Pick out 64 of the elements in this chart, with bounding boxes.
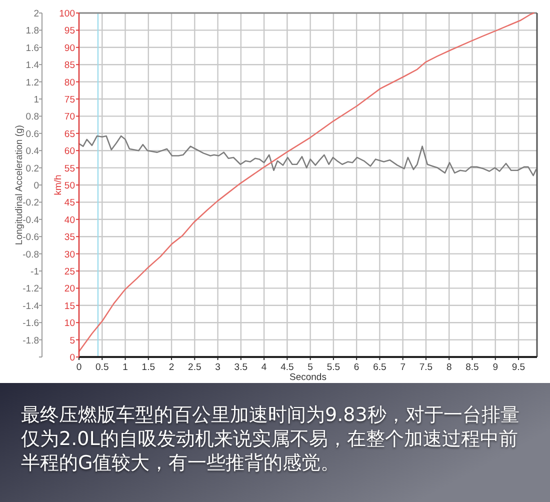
x-tick-label: 0 [76, 362, 82, 373]
y2-tick-label: 35 [64, 232, 75, 244]
x-tick-label: 7 [400, 362, 406, 373]
x-tick-label: 6.5 [373, 362, 386, 373]
y2-tick-label: 40 [64, 214, 75, 226]
x-tick-label: 3.5 [234, 362, 248, 373]
x-tick-label: 2 [168, 362, 174, 373]
y-tick-label: -1.6 [22, 318, 39, 330]
y-tick-label: 0.8 [26, 112, 39, 123]
x-tick-label: 5.5 [326, 362, 340, 373]
y2-tick-label: 80 [64, 77, 75, 88]
y2-tick-label: 100 [59, 8, 75, 20]
x-tick-label: 7.5 [419, 362, 433, 373]
y2-tick-label: 50 [64, 180, 75, 192]
x-tick-label: 2.5 [188, 362, 202, 373]
y-tick-label: 0 [34, 180, 39, 192]
x-tick-label: 0.5 [96, 362, 109, 373]
x-tick-label: 9 [492, 362, 498, 373]
y2-tick-label: 70 [64, 112, 75, 123]
y2-tick-label: 65 [64, 128, 75, 140]
y-tick-label: 1 [34, 94, 39, 106]
y2-tick-label: 15 [64, 300, 75, 312]
y2-axis-title: km/h [53, 174, 64, 196]
y-tick-label: 1.2 [26, 77, 39, 88]
x-tick-label: 1.5 [142, 362, 156, 373]
y2-tick-label: 5 [70, 335, 75, 346]
y2-tick-label: 85 [64, 60, 75, 72]
y2-tick-label: 0 [70, 352, 75, 364]
y-tick-label: 0.4 [26, 146, 39, 158]
y-tick-label: 1.8 [26, 26, 39, 37]
x-tick-label: 4 [261, 362, 267, 373]
x-tick-label: 1 [122, 362, 128, 373]
x-tick-label: 9.5 [512, 362, 526, 373]
x-tick-label: 6 [354, 362, 360, 373]
x-tick-label: 4.5 [280, 362, 294, 373]
y-tick-label: -1 [30, 266, 39, 278]
y2-tick-label: 20 [64, 284, 75, 295]
x-axis-title: Seconds [290, 372, 327, 383]
y2-tick-label: 30 [64, 249, 75, 260]
y2-tick-label: 10 [64, 318, 75, 330]
y-tick-label: 1.6 [26, 42, 39, 54]
y-tick-label: -0.4 [22, 214, 39, 226]
y-tick-label: -1.2 [22, 284, 39, 295]
y-tick-label: 2 [34, 8, 39, 20]
y-tick-label: -0.2 [22, 198, 39, 209]
y2-tick-label: 95 [64, 26, 75, 37]
x-tick-label: 5 [308, 362, 313, 373]
y-tick-label: 0.2 [26, 163, 39, 174]
y-tick-label: 0.6 [26, 128, 39, 140]
x-tick-label: 8.5 [466, 362, 479, 373]
y-tick-label: -1.4 [22, 300, 39, 312]
x-tick-label: 3 [215, 362, 220, 373]
y2-tick-label: 75 [64, 94, 75, 106]
y2-tick-label: 55 [64, 163, 75, 174]
y-tick-label: -1.8 [22, 335, 39, 346]
y2-tick-label: 90 [64, 42, 75, 54]
y-tick-label: -0.6 [22, 232, 39, 244]
x-tick-label: 8 [446, 362, 452, 373]
y-tick-label: -0.8 [22, 249, 39, 260]
y2-tick-label: 45 [64, 198, 75, 209]
text: 最终压燃版车型的百公里加速时间为9.83秒，对于一台排量仅为2.0L的自吸发动机来说实属不易，在整个加速过程中前半程的G值较大，有一些推背的感觉。 [21, 403, 520, 475]
y-tick-label: 1.4 [26, 60, 39, 72]
y2-tick-label: 25 [64, 266, 75, 278]
y2-tick-label: 60 [64, 146, 75, 158]
